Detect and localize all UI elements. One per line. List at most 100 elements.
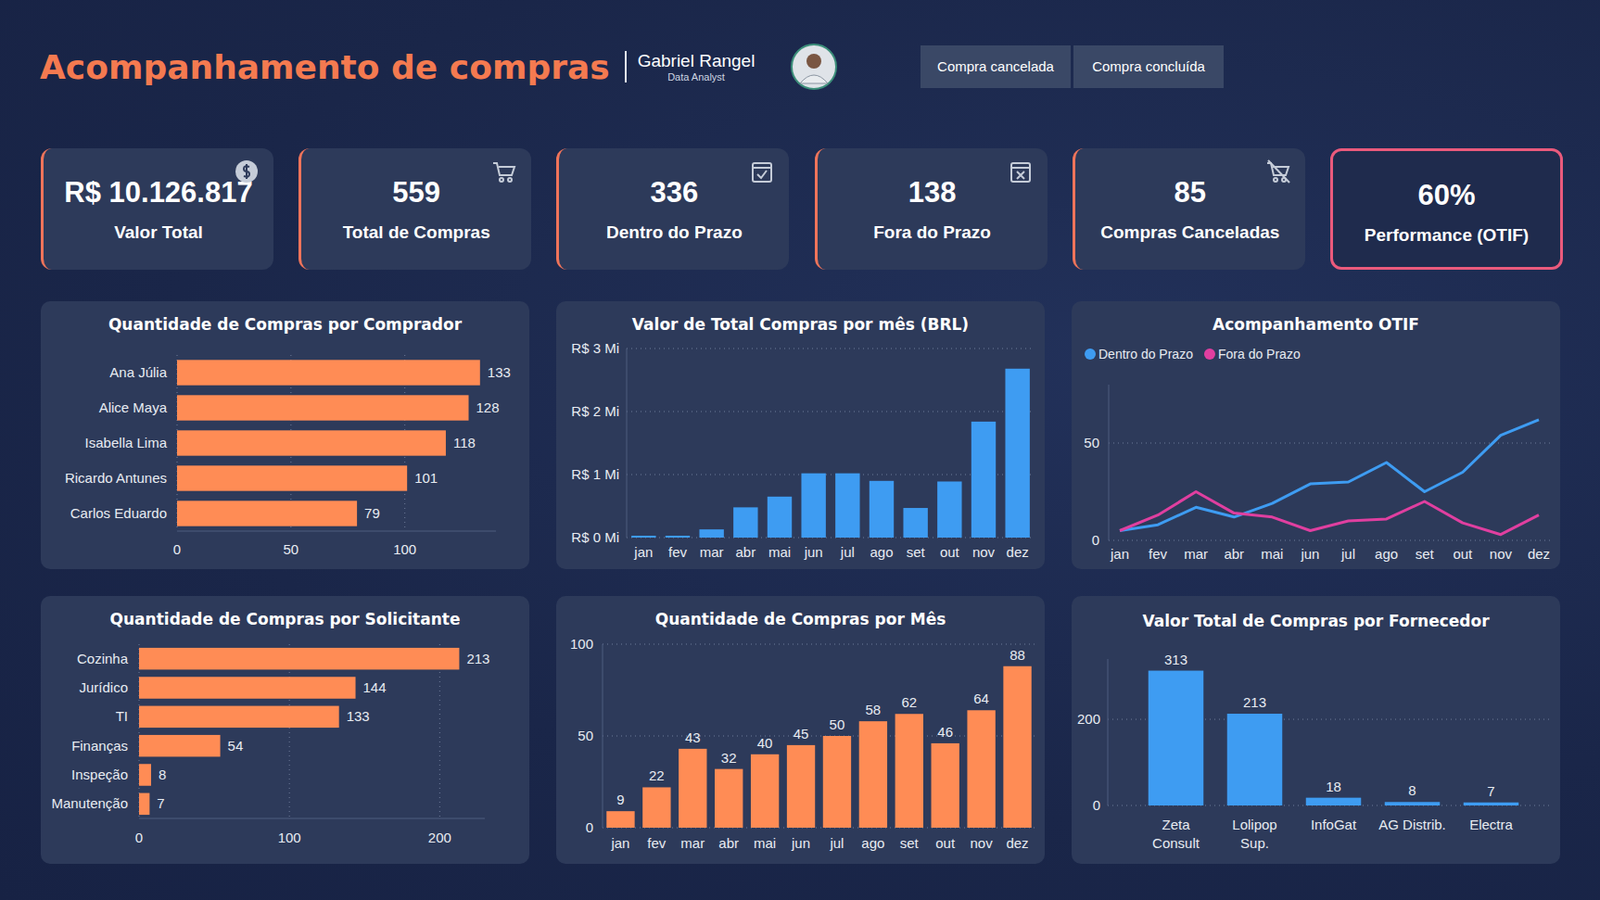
kpi-card: 336Dentro do Prazo: [556, 148, 789, 270]
divider: [624, 50, 627, 83]
data-label: 144: [363, 679, 387, 696]
chart-panel: Acompanhamento OTIF050janfevmarabrmaijun…: [1071, 301, 1561, 570]
bars: [139, 647, 459, 815]
bar: [177, 430, 446, 456]
category-label: out: [1452, 546, 1474, 562]
tick-label: 50: [283, 541, 300, 558]
chart-svg: Quantidade de Compras por Mês050100jan9f…: [556, 596, 1045, 864]
data-label: 313: [1164, 651, 1188, 668]
icon-coin-mark: [243, 164, 250, 179]
header: Acompanhamento de comprasGabriel RangelD…: [39, 37, 839, 97]
avatar-head: [806, 53, 822, 69]
filter-button[interactable]: Compra cancelada: [920, 45, 1071, 89]
axis-line: [177, 531, 496, 533]
bar: [800, 473, 826, 538]
data-label: 43: [685, 729, 701, 746]
kpi-value: 85: [1075, 176, 1306, 210]
data-label: 18: [1325, 778, 1342, 795]
bar: [1148, 671, 1205, 806]
tick-label: 200: [1077, 711, 1101, 727]
tick-label: 0: [173, 541, 181, 558]
category-label: jan: [633, 544, 653, 560]
bar: [835, 473, 860, 538]
data-label: 62: [901, 694, 917, 711]
category-label: Carlos Eduardo: [70, 505, 167, 521]
category-label: fev: [1148, 546, 1169, 562]
data-label: 79: [364, 505, 381, 521]
bar: [966, 710, 995, 828]
author-role: Data Analyst: [667, 71, 725, 83]
kpi-value: 60%: [1333, 178, 1561, 213]
category-label: set: [900, 835, 920, 851]
data-label: 9: [616, 791, 624, 808]
category-label: abr: [718, 835, 739, 851]
chart-panel: Quantidade de Compras por Mês050100jan9f…: [556, 596, 1045, 864]
bar: [971, 421, 996, 538]
category-label-line: Lolipop: [1231, 816, 1277, 833]
icon-calendar-top: [1011, 166, 1030, 169]
chart-title: Valor de Total Compras por mês (BRL): [632, 315, 969, 334]
data-label: 32: [721, 749, 737, 766]
data-label: 101: [414, 469, 438, 486]
bar: [859, 721, 888, 828]
grid-line: [439, 644, 441, 819]
tick-label: 100: [393, 541, 417, 558]
category-label: out: [935, 835, 956, 851]
bar: [606, 811, 635, 828]
category-label: jul: [828, 835, 844, 851]
chart-panel: Valor de Total Compras por mês (BRL) R$ 0…: [556, 301, 1045, 570]
legend-swatch: [1204, 348, 1216, 360]
series-line: [1119, 419, 1539, 532]
data-label: 64: [973, 690, 990, 707]
kpi-icon: [748, 157, 776, 186]
category-label: nov: [1489, 546, 1513, 562]
category-label-line: Sup.: [1240, 835, 1270, 851]
category-label: Ana Júlia: [109, 364, 167, 381]
bar: [177, 500, 357, 526]
data-label: 88: [1009, 647, 1026, 663]
category-label: mar: [1183, 546, 1208, 562]
bar: [139, 676, 356, 699]
category-label: abr: [1223, 546, 1245, 562]
category-label: Finanças: [71, 737, 128, 754]
bar: [698, 529, 724, 538]
grid-line: [139, 644, 140, 819]
legend-label: Fora do Prazo: [1218, 346, 1301, 362]
avatar-body: [800, 75, 828, 84]
chart-svg: Acompanhamento OTIF050janfevmarabrmaijun…: [1071, 301, 1561, 570]
kpi-icon: [232, 157, 261, 186]
icon-wheel: [499, 177, 504, 182]
bar: [869, 481, 894, 538]
category-label: set: [1415, 546, 1435, 562]
category-label: Manutenção: [50, 795, 128, 812]
icon-wheel: [507, 177, 512, 182]
data-label: 8: [158, 766, 166, 783]
bar: [937, 481, 962, 538]
icon-slash: [1268, 160, 1290, 183]
chart-panel: Quantidade de Compras por Solicitante010…: [40, 596, 530, 864]
filter-button[interactable]: Compra concluída: [1073, 45, 1224, 89]
tick-label: 100: [570, 635, 594, 652]
bar: [665, 535, 690, 538]
bar: [902, 507, 927, 538]
bar: [767, 496, 792, 538]
grid-line: [1108, 540, 1550, 542]
author-name: Gabriel Rangel: [637, 50, 756, 72]
tick-label: R$ 0 Mi: [571, 529, 620, 546]
chart-title: Acompanhamento OTIF: [1212, 315, 1420, 334]
data-label: 213: [1243, 694, 1267, 711]
button-group: Compra canceladaCompra concluída: [920, 45, 1224, 89]
data-label: 133: [487, 364, 511, 381]
category-label: mar: [680, 835, 705, 851]
bar: [177, 394, 470, 420]
data-label: 54: [228, 737, 244, 754]
bar: [177, 465, 407, 491]
chart-title: Quantidade de Compras por Comprador: [108, 315, 463, 334]
category-label: jul: [839, 544, 855, 560]
category-label: ZetaConsult: [1152, 816, 1201, 851]
category-label: out: [939, 544, 961, 560]
kpi-card: 60%Performance (OTIF): [1330, 148, 1563, 270]
data-label: 46: [937, 723, 953, 740]
avatar: [789, 42, 839, 91]
chart-panel: Quantidade de Compras por Comprador 0 50 10…: [40, 301, 530, 570]
